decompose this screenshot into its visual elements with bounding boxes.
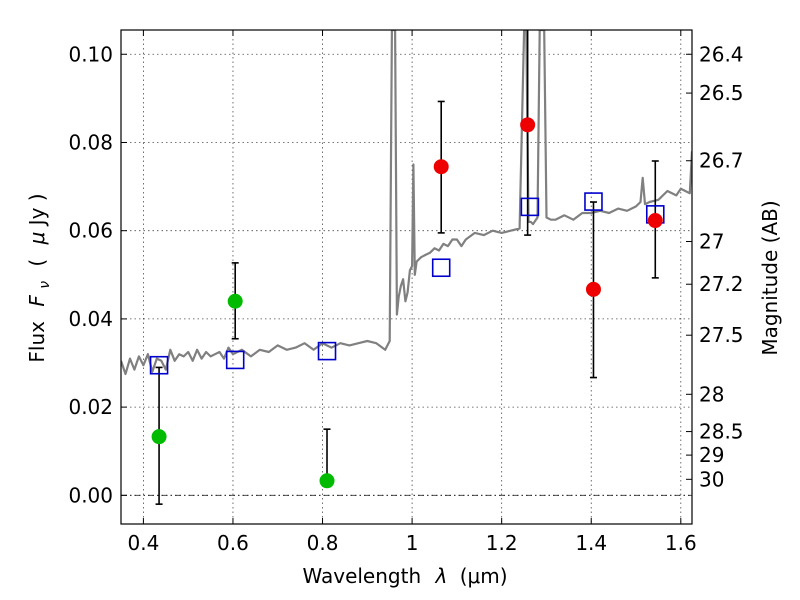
mag-tick-label: 27.2 (699, 272, 744, 296)
grid-lines (121, 30, 692, 524)
spectrum-path (121, 30, 692, 376)
mag-tick-label: 30 (699, 467, 724, 491)
y-axis-label-symbol: F (25, 295, 49, 307)
red-data-point (647, 213, 663, 229)
x-axis-label-text: Wavelength (302, 564, 421, 588)
model-square (149, 355, 169, 375)
mag-tick-label: 27 (699, 230, 724, 254)
y-axis-label-unit-mu: μ (25, 232, 49, 246)
model-square (317, 341, 337, 361)
y-axis-label: Flux F ν ( μ Jy ) (25, 193, 54, 362)
mag-tick-label: 28.5 (699, 420, 744, 444)
y2-axis-label: Magnitude (AB) (758, 200, 782, 355)
green-data-point (319, 473, 335, 489)
x-axis-label-unit: (μm) (460, 564, 508, 588)
model-square (431, 258, 451, 278)
data-points (151, 117, 663, 489)
y-axis-label-unit-open: ( (25, 259, 49, 267)
green-data-point (227, 293, 243, 309)
y-tick-label: 0.08 (68, 130, 113, 154)
red-data-point (433, 159, 449, 175)
x-tick-label: 1.2 (486, 531, 518, 555)
y-tick-label: 0.06 (68, 219, 113, 243)
mag-tick-label: 26.4 (699, 42, 744, 66)
model-square (584, 192, 603, 211)
y-tick-label: 0.04 (68, 307, 113, 331)
error-bars (155, 30, 659, 505)
model-squares (149, 192, 665, 375)
mag-tick-label: 28 (699, 382, 724, 406)
spectrum-line (121, 30, 692, 376)
y-tick-label: 0.00 (68, 483, 113, 507)
axis-ticks: 0.4 0.6 0.8 1 1.2 1.4 1.6 0.00 0.02 0.04 0.06 0.08 0… (68, 30, 744, 555)
model-square (225, 350, 245, 370)
x-tick-label: 0.8 (307, 531, 339, 555)
x-tick-label: 0.6 (217, 531, 249, 555)
y-tick-label: 0.02 (68, 395, 113, 419)
mag-tick-label: 27.5 (699, 323, 744, 347)
y-axis-label-text: Flux (25, 321, 49, 363)
x-axis-label: Wavelength λ (μm) (302, 564, 507, 588)
green-data-point (151, 429, 167, 445)
mag-tick-label: 29 (699, 443, 724, 467)
x-axis-label-symbol: λ (435, 564, 448, 588)
x-tick-label: 1 (406, 531, 419, 555)
mag-tick-label: 26.7 (699, 149, 744, 173)
red-data-point (585, 281, 601, 297)
y-axis-label-subscript: ν (37, 281, 53, 289)
x-tick-label: 1.4 (575, 531, 607, 555)
y-tick-label: 0.10 (68, 42, 113, 66)
model-square (520, 197, 540, 217)
mag-tick-label: 26.5 (699, 81, 744, 105)
x-tick-label: 1.6 (665, 531, 697, 555)
x-tick-label: 0.4 (127, 531, 159, 555)
plot-frame (120, 29, 693, 525)
red-data-point (520, 117, 536, 133)
y-axis-label-unit-rest: Jy ) (25, 193, 49, 227)
